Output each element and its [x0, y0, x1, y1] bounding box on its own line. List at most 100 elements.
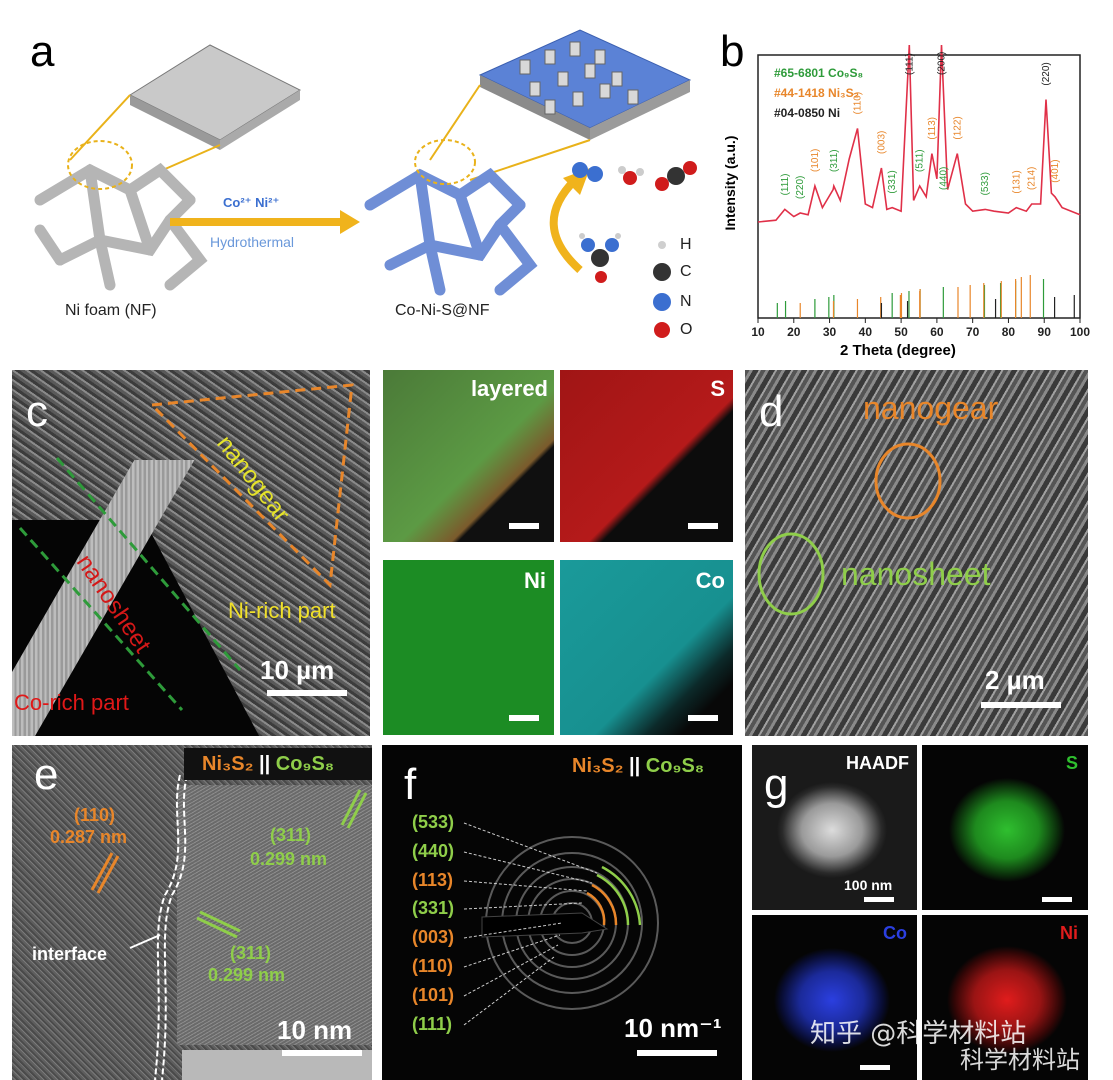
scale-bar-co	[688, 715, 718, 721]
nanosheet-circle	[757, 532, 825, 616]
xrd-peak-label: (214)	[1027, 167, 1038, 190]
label-311a-e: (311)	[270, 825, 312, 845]
eds-label-g-ni: Ni	[1060, 923, 1078, 943]
xrd-xtick-label: 100	[1070, 325, 1090, 339]
xrd-peak-label: (110)	[852, 92, 863, 115]
xrd-peak-label: (440)	[938, 167, 949, 190]
panel-letter-d: d	[759, 387, 784, 436]
fringe-311-b	[196, 916, 238, 939]
ring-pointer-lines	[463, 822, 598, 1026]
xrd-peak-label: (200)	[937, 52, 948, 75]
panel-e-tem: Ni₃S₂ || Co₉S₈ e (110) 0.287 nm (311) 0.…	[12, 745, 372, 1080]
nanosheet-boundary-bottom	[18, 527, 184, 711]
ring-label-331: (331)	[412, 898, 455, 918]
xrd-xtick-label: 30	[823, 325, 837, 339]
eds-map-layered: layered	[383, 370, 554, 542]
eds-map-s: S	[560, 370, 733, 542]
xrd-chart: 10 20 30 40 50 60 70 80 90 100 (111) (220) (101) (311…	[751, 44, 1090, 339]
ring-label-111: (111)	[412, 1014, 453, 1034]
scale-bar-s	[688, 523, 718, 529]
legend-n: N	[680, 293, 692, 310]
xrd-peak-label: (111)	[780, 174, 791, 196]
ring-label-440: (440)	[412, 841, 455, 861]
phase-ni3s2-f: Ni₃S₂	[572, 755, 624, 777]
xrd-peak-label: (131)	[1011, 170, 1022, 193]
fringe-110-a	[90, 852, 114, 891]
scale-label-e: 10 nm	[277, 1015, 353, 1045]
xrd-pattern-line	[757, 44, 1081, 223]
label-ni-foam: Ni foam (NF)	[65, 302, 157, 319]
n2-molecule	[572, 162, 603, 182]
eds-label-s: S	[710, 376, 725, 401]
panel-a: a	[0, 0, 740, 355]
label-interface: interface	[32, 944, 108, 964]
xrd-xtick-label: 50	[894, 325, 908, 339]
fringe-311-a	[340, 789, 362, 826]
xrd-peak-label: (101)	[810, 149, 821, 172]
xrd-xtick-label: 60	[930, 325, 944, 339]
scale-label-c: 10 µm	[260, 655, 335, 685]
legend-c: C	[680, 263, 692, 280]
xrd-legend-ni: #04-0850 Ni	[774, 106, 841, 120]
eds-label-layered: layered	[470, 376, 548, 401]
label-311a-d-e: 0.299 nm	[250, 849, 328, 869]
nanogear-circle	[874, 442, 942, 520]
panel-letter-f: f	[404, 760, 417, 809]
panel-f-saed: Ni₃S₂ || Co₉S₈ f (533) (440) (113) (331)…	[382, 745, 742, 1080]
phase-header-e: Ni₃S₂ || Co₉S₈	[184, 748, 372, 780]
indexed-ring-arcs	[586, 865, 642, 926]
ring-label-101: (101)	[412, 985, 455, 1005]
eds-map-g-co: Co	[752, 915, 917, 1080]
interface-pointer	[129, 934, 161, 949]
nanostructure-pillars	[519, 41, 639, 115]
xrd-legend-co9s8: #65-6801 Co₉S₈	[774, 66, 864, 80]
urea-molecule	[579, 233, 621, 283]
eds-map-g-s: S	[922, 745, 1088, 910]
phase-header-f: Ni₃S₂ || Co₉S₈	[572, 755, 704, 778]
xrd-peak-label: (003)	[876, 131, 887, 154]
xrd-xtick-label: 40	[859, 325, 873, 339]
watermark-line2: 科学材料站	[960, 1046, 1080, 1074]
o-atom-icon	[654, 322, 670, 338]
xrd-peak-label: (511)	[915, 149, 926, 172]
panel-letter-b: b	[720, 27, 745, 76]
xrd-xtick-label: 70	[966, 325, 980, 339]
label-co-rich: Co-rich part	[14, 690, 129, 715]
ni-foam-plate	[128, 44, 302, 150]
h-atom-icon	[658, 241, 666, 249]
scale-bar-g	[864, 897, 894, 902]
xrd-plot-frame	[757, 54, 1081, 319]
atom-legend	[653, 241, 671, 338]
scale-bar-ni	[509, 715, 539, 721]
co-ni-s-plate	[478, 29, 692, 140]
eds-map-co: Co	[560, 560, 733, 735]
hydrothermal-arrow	[170, 210, 360, 234]
phase-separator-e: ||	[253, 753, 276, 775]
scale-label-d: 2 µm	[985, 665, 1045, 695]
label-311b-d-e: 0.299 nm	[208, 965, 286, 985]
label-co-ni-s-nf: Co-Ni-S@NF	[395, 302, 490, 319]
panel-a-schematic	[34, 29, 697, 338]
scale-label-f: 10 nm⁻¹	[624, 1013, 722, 1043]
n-atom-icon	[653, 293, 671, 311]
scale-label-g: 100 nm	[844, 877, 893, 893]
xrd-legend-ni3s2: #44-1418 Ni₃S₂	[774, 86, 859, 100]
xrd-peak-label: (220)	[795, 176, 806, 199]
ring-label-113: (113)	[412, 870, 454, 890]
ring-label-533: (533)	[412, 812, 455, 832]
beam-stop	[481, 912, 609, 938]
label-nanogear-d: nanogear	[863, 390, 999, 426]
legend-h: H	[680, 236, 692, 253]
eds-map-g-ni: Ni	[922, 915, 1088, 1080]
xrd-ylabel: Intensity (a.u.)	[722, 135, 738, 231]
h2o-molecule	[618, 166, 644, 185]
xrd-xtick-label: 80	[1002, 325, 1016, 339]
eds-label-g-s: S	[1065, 753, 1078, 773]
panel-b: b 10 20 30 40 50 60 70 80 90 100 (111) (220) (101) (3…	[700, 0, 1113, 365]
scale-bar-c	[267, 690, 347, 696]
panel-g-haadf: g HAADF 100 nm	[752, 745, 917, 910]
xrd-peak-label: (533)	[980, 172, 991, 195]
eds-label-ni: Ni	[524, 568, 546, 593]
xrd-peak-label: (401)	[1050, 159, 1061, 182]
phase-co9s8-e: Co₉S₈	[275, 753, 335, 775]
